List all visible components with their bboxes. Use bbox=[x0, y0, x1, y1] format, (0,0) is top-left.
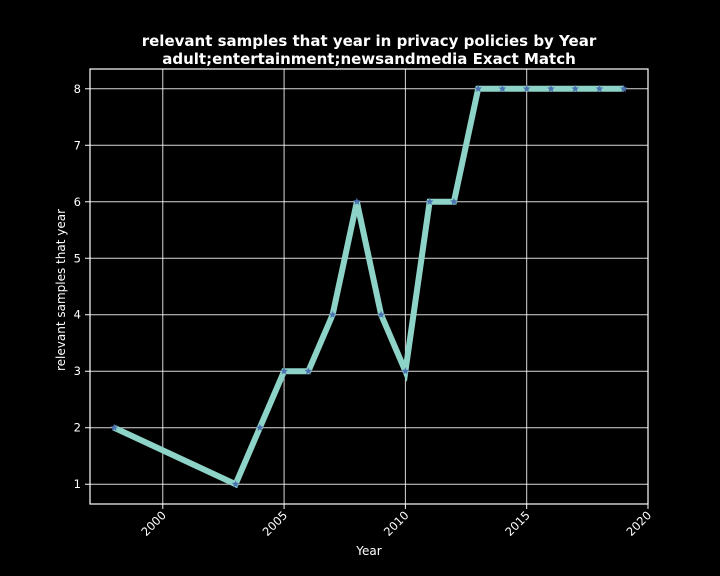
data-point-marker bbox=[571, 84, 580, 93]
data-point-marker bbox=[498, 84, 507, 93]
y-axis: 1 2 3 4 5 6 7 8 bbox=[74, 82, 90, 491]
y-tick-label: 2 bbox=[74, 421, 81, 435]
chart-title-line-1: relevant samples that year in privacy po… bbox=[142, 32, 597, 50]
data-point-marker bbox=[256, 423, 264, 431]
y-axis-label: relevant samples that year bbox=[54, 209, 68, 371]
data-point-marker bbox=[619, 84, 628, 93]
data-point-marker bbox=[328, 310, 337, 318]
series-line bbox=[112, 85, 624, 489]
data-point-marker bbox=[353, 197, 361, 205]
data-point-marker bbox=[110, 423, 119, 431]
data-point-marker bbox=[280, 367, 288, 375]
data-point-marker bbox=[522, 84, 531, 93]
data-point-marker bbox=[450, 197, 458, 205]
y-tick-label: 7 bbox=[74, 138, 81, 152]
y-tick-label: 6 bbox=[74, 195, 81, 209]
plot-frame bbox=[89, 68, 649, 505]
data-point-marker bbox=[231, 480, 240, 488]
chart-title-line-2: adult;entertainment;newsandmedia Exact M… bbox=[162, 50, 576, 68]
series-layer bbox=[110, 84, 628, 489]
y-tick-label: 5 bbox=[74, 251, 81, 265]
y-tick-label: 4 bbox=[74, 308, 81, 322]
y-tick-label: 3 bbox=[74, 364, 81, 378]
grid bbox=[90, 69, 649, 504]
data-point-marker bbox=[377, 310, 385, 318]
data-point-marker bbox=[304, 367, 313, 375]
data-point-marker bbox=[595, 84, 604, 93]
data-point-marker bbox=[547, 84, 555, 93]
y-tick-label: 8 bbox=[74, 82, 81, 96]
data-point-marker bbox=[401, 367, 410, 375]
x-axis-label: Year bbox=[355, 544, 381, 558]
data-point-marker bbox=[474, 84, 482, 93]
y-tick-label: 1 bbox=[74, 477, 81, 491]
data-point-marker bbox=[425, 197, 434, 205]
